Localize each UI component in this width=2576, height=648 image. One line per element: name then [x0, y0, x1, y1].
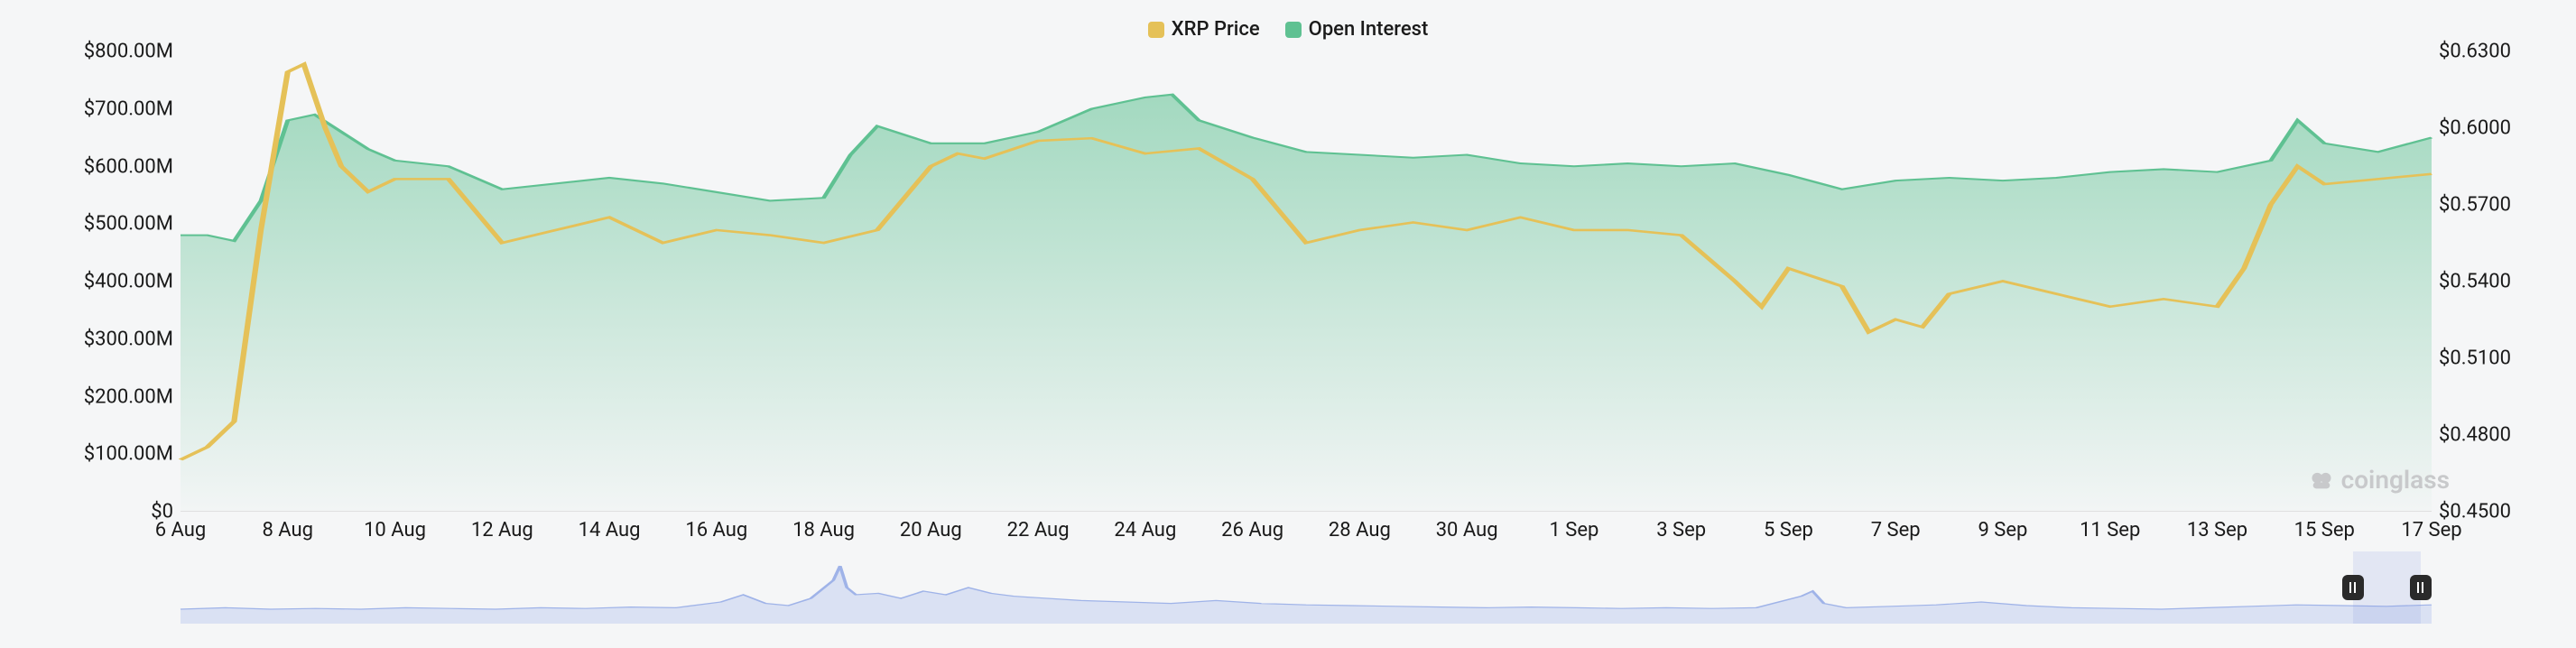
y-left-tick: $400.00M: [84, 271, 173, 293]
y-left-tick: $100.00M: [84, 443, 173, 466]
y-axis-right: $0.4500$0.4800$0.5100$0.5400$0.5700$0.60…: [2432, 51, 2540, 512]
y-left-tick: $700.00M: [84, 97, 173, 120]
chart-container: XRP Price Open Interest $0$100.00M$200.0…: [0, 0, 2576, 648]
plot-region[interactable]: [181, 51, 2432, 512]
x-tick: 12 Aug: [471, 519, 533, 542]
x-tick: 15 Sep: [2294, 519, 2355, 542]
x-axis: 6 Aug8 Aug10 Aug12 Aug14 Aug16 Aug18 Aug…: [181, 512, 2432, 548]
brush-navigator[interactable]: [181, 551, 2432, 624]
x-tick: 3 Sep: [1656, 519, 1706, 542]
brush-line-path: [181, 566, 2432, 609]
coinglass-logo-icon: [2309, 467, 2334, 493]
x-tick: 9 Sep: [1978, 519, 2027, 542]
x-tick: 24 Aug: [1114, 519, 1176, 542]
legend-item-oi[interactable]: Open Interest: [1285, 18, 1429, 41]
y-left-tick: $300.00M: [84, 328, 173, 350]
y-left-tick: $200.00M: [84, 385, 173, 408]
y-right-tick: $0.4800: [2439, 424, 2511, 447]
x-tick: 5 Sep: [1764, 519, 1813, 542]
watermark-text: coinglass: [2341, 465, 2450, 495]
legend-label-oi: Open Interest: [1309, 18, 1429, 41]
legend-item-price[interactable]: XRP Price: [1148, 18, 1260, 41]
x-tick: 8 Aug: [262, 519, 313, 542]
y-left-tick: $800.00M: [84, 41, 173, 63]
x-tick: 16 Aug: [685, 519, 747, 542]
legend-label-price: XRP Price: [1172, 18, 1260, 41]
x-tick: 17 Sep: [2401, 519, 2461, 542]
x-tick: 11 Sep: [2080, 519, 2140, 542]
x-tick: 26 Aug: [1221, 519, 1283, 542]
brush-area-path: [181, 566, 2432, 624]
plot-svg: [181, 51, 2432, 511]
y-right-tick: $0.5700: [2439, 194, 2511, 217]
brush-handle-right[interactable]: [2410, 575, 2432, 600]
x-tick: 6 Aug: [155, 519, 207, 542]
legend: XRP Price Open Interest: [36, 18, 2540, 41]
y-right-tick: $0.6300: [2439, 41, 2511, 63]
legend-swatch-price: [1148, 22, 1164, 38]
x-tick: 30 Aug: [1436, 519, 1498, 542]
y-right-tick: $0.6000: [2439, 117, 2511, 140]
y-right-tick: $0.5400: [2439, 271, 2511, 293]
main-chart: $0$100.00M$200.00M$300.00M$400.00M$500.0…: [36, 51, 2540, 512]
watermark: coinglass: [2309, 465, 2450, 495]
x-tick: 18 Aug: [792, 519, 855, 542]
x-tick: 10 Aug: [364, 519, 426, 542]
x-tick: 28 Aug: [1329, 519, 1391, 542]
x-tick: 1 Sep: [1549, 519, 1598, 542]
x-tick: 13 Sep: [2187, 519, 2247, 542]
y-left-tick: $600.00M: [84, 155, 173, 178]
x-tick: 7 Sep: [1871, 519, 1921, 542]
y-right-tick: $0.5100: [2439, 347, 2511, 370]
x-tick: 20 Aug: [900, 519, 962, 542]
brush-handle-left[interactable]: [2342, 575, 2364, 600]
x-tick: 22 Aug: [1007, 519, 1070, 542]
legend-swatch-oi: [1285, 22, 1302, 38]
brush-svg: [181, 551, 2432, 624]
y-axis-left: $0$100.00M$200.00M$300.00M$400.00M$500.0…: [36, 51, 181, 512]
x-tick: 14 Aug: [579, 519, 641, 542]
y-left-tick: $500.00M: [84, 213, 173, 236]
